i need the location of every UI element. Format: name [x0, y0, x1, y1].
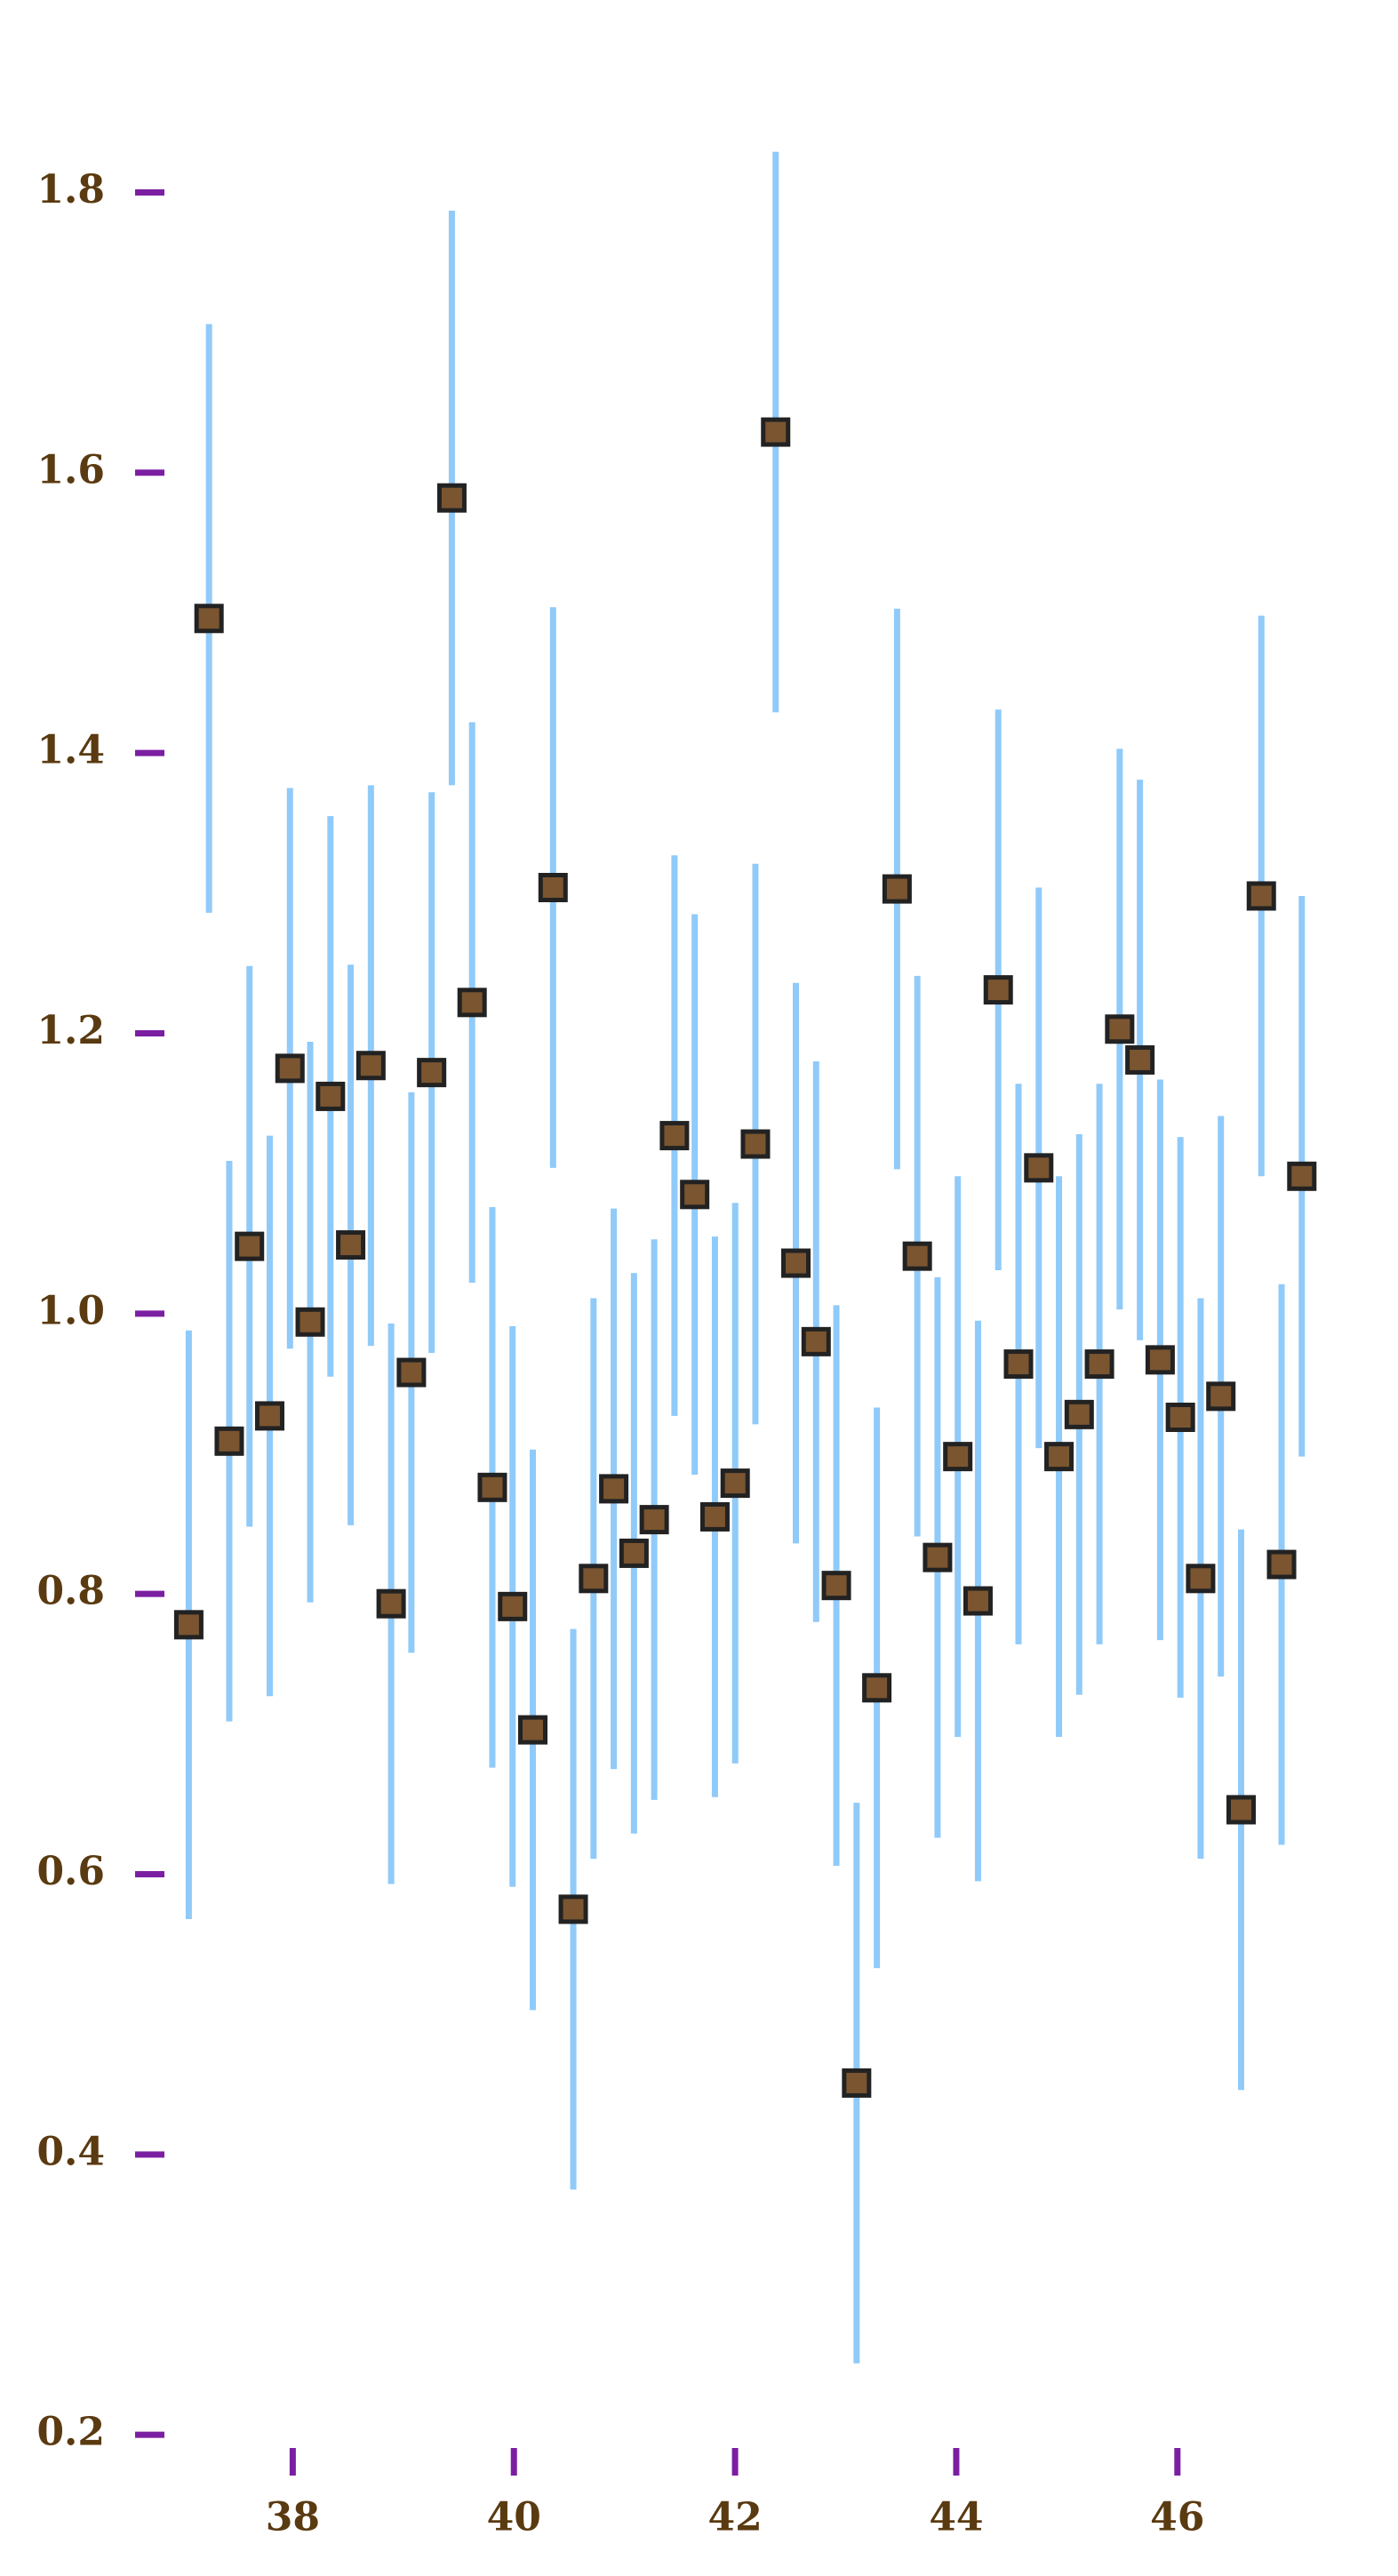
marker	[214, 1426, 244, 1456]
marker	[1125, 1044, 1155, 1075]
x-tick-label: 46	[1150, 2495, 1204, 2540]
marker	[436, 483, 467, 513]
marker	[659, 1121, 690, 1151]
marker	[173, 1610, 204, 1640]
marker	[902, 1241, 932, 1271]
y-tick-label: 1.2	[36, 1008, 105, 1053]
y-tick-label: 0.6	[36, 1849, 105, 1894]
y-tick-label: 0.8	[36, 1569, 105, 1614]
marker	[275, 1053, 305, 1084]
marker	[518, 1715, 548, 1745]
marker	[1246, 881, 1276, 911]
marker	[1044, 1442, 1074, 1472]
y-tick-label: 1.6	[36, 447, 105, 492]
marker	[295, 1307, 325, 1337]
marker	[781, 1248, 811, 1278]
marker	[498, 1591, 528, 1621]
marker	[1287, 1161, 1317, 1191]
marker	[538, 873, 568, 903]
marker	[1186, 1564, 1216, 1594]
marker	[983, 975, 1013, 1005]
marker	[235, 1231, 265, 1261]
marker	[882, 874, 912, 904]
marker	[619, 1538, 649, 1568]
marker	[943, 1442, 973, 1472]
marker	[862, 1673, 892, 1703]
marker	[396, 1357, 427, 1388]
marker	[336, 1230, 366, 1260]
marker	[477, 1472, 507, 1502]
marker	[1226, 1795, 1256, 1825]
marker	[1266, 1549, 1297, 1580]
y-tick-label: 1.4	[36, 728, 105, 773]
y-tick-label: 1.0	[36, 1288, 105, 1333]
marker	[558, 1894, 588, 1924]
marker	[1145, 1345, 1175, 1375]
marker	[1165, 1402, 1195, 1432]
marker	[1024, 1153, 1054, 1183]
marker	[699, 1501, 730, 1532]
marker	[720, 1468, 750, 1499]
marker	[457, 988, 487, 1018]
x-tick-label: 40	[487, 2495, 541, 2540]
x-tick-label: 42	[707, 2495, 762, 2540]
marker	[417, 1058, 447, 1088]
marker	[801, 1326, 831, 1356]
marker	[923, 1542, 953, 1572]
marker	[639, 1505, 669, 1535]
marker	[194, 604, 224, 634]
marker	[680, 1180, 710, 1210]
marker	[599, 1474, 629, 1504]
marker	[1084, 1349, 1114, 1380]
marker	[1206, 1381, 1236, 1412]
marker	[579, 1564, 609, 1594]
y-tick-label: 0.4	[36, 2129, 105, 2174]
x-tick-label: 44	[929, 2495, 983, 2540]
y-tick-label: 0.2	[36, 2410, 105, 2455]
marker	[1064, 1399, 1094, 1429]
x-tick-label: 38	[266, 2495, 320, 2540]
marker	[842, 2068, 872, 2098]
marker	[963, 1586, 993, 1616]
marker	[355, 1051, 386, 1081]
marker	[761, 417, 791, 447]
marker	[821, 1571, 851, 1601]
marker	[1003, 1349, 1034, 1380]
marker	[316, 1081, 346, 1111]
marker	[1105, 1014, 1135, 1044]
marker	[740, 1129, 771, 1159]
y-tick-label: 1.8	[36, 167, 105, 212]
marker	[254, 1401, 284, 1431]
marker	[376, 1588, 406, 1619]
